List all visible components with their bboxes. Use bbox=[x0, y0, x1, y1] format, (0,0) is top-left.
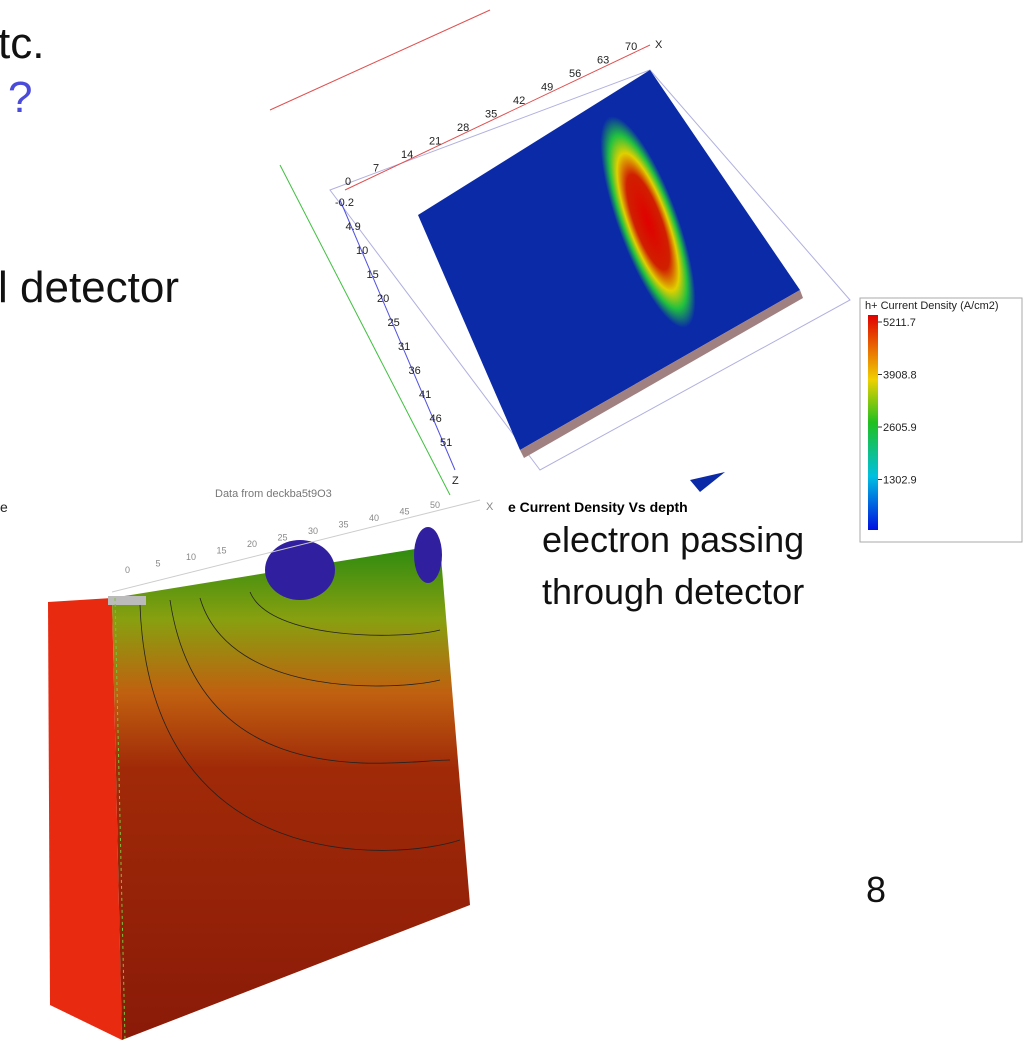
z-tick-label: -0.2 bbox=[335, 197, 354, 209]
z-tick-label: 25 bbox=[388, 317, 400, 329]
x-tick-label: 28 bbox=[457, 122, 469, 134]
z-tick-label: 41 bbox=[419, 389, 431, 401]
colorbar-title: h+ Current Density (A/cm2) bbox=[865, 300, 999, 312]
text-fragment: e bbox=[0, 499, 8, 515]
x-tick-label: 45 bbox=[400, 507, 410, 517]
slide-text: tc. bbox=[0, 19, 44, 68]
z-tick-label: 46 bbox=[430, 413, 442, 425]
x-tick-label: 14 bbox=[401, 149, 413, 161]
axis-label: X bbox=[486, 501, 494, 513]
x-tick-label: 25 bbox=[278, 533, 288, 543]
x-tick-label: 35 bbox=[485, 109, 497, 121]
z-tick-label: 15 bbox=[367, 269, 379, 281]
x-tick-label: 20 bbox=[247, 539, 257, 549]
x-tick-label: 0 bbox=[125, 565, 130, 575]
x-tick-label: 21 bbox=[429, 136, 441, 148]
z-tick-label: 20 bbox=[377, 293, 389, 305]
axis-label: X bbox=[655, 39, 663, 51]
colorbar bbox=[868, 315, 878, 530]
colorbar-box bbox=[860, 298, 1022, 542]
z-tick-label: 10 bbox=[356, 245, 368, 257]
current-spot bbox=[265, 540, 335, 600]
x-tick-label: 56 bbox=[569, 68, 581, 80]
colorbar-label: 2605.9 bbox=[883, 422, 917, 434]
z-tick-label: 51 bbox=[440, 437, 452, 449]
box-front bbox=[112, 545, 470, 1040]
z-tick-label: 36 bbox=[409, 365, 421, 377]
slide: tc. ? l detector 0 7 14 21 28 35 42 49 56 63 70 X -0… bbox=[0, 0, 1034, 1054]
figure-source: Data from deckba5t9O3 bbox=[215, 488, 332, 500]
slab-fragment bbox=[690, 472, 725, 492]
page-number: 8 bbox=[866, 869, 886, 910]
colorbar-label: 3908.8 bbox=[883, 370, 917, 382]
figure-title: e Current Density Vs depth bbox=[508, 499, 688, 515]
caption: electron passing bbox=[542, 519, 804, 560]
slide-canvas: tc. ? l detector 0 7 14 21 28 35 42 49 56 63 70 X -0… bbox=[0, 0, 1034, 1054]
x-tick-label: 70 bbox=[625, 41, 637, 53]
top-figure: 0 7 14 21 28 35 42 49 56 63 70 X -0.2 4.9 10 15 20 25 31 36… bbox=[270, 10, 1022, 542]
z-tick-label: 4.9 bbox=[346, 221, 361, 233]
z-tick-label: 31 bbox=[398, 341, 410, 353]
x-tick-label: 49 bbox=[541, 82, 553, 94]
caption: through detector bbox=[542, 571, 804, 612]
x-tick-label: 7 bbox=[373, 163, 379, 175]
colorbar-label: 5211.7 bbox=[883, 317, 916, 329]
frame-line bbox=[270, 10, 490, 110]
x-tick-label: 42 bbox=[513, 95, 525, 107]
current-spot bbox=[414, 527, 442, 583]
x-tick-label: 40 bbox=[369, 513, 379, 523]
x-tick-label: 15 bbox=[217, 546, 227, 556]
contact bbox=[108, 596, 146, 605]
x-tick-label: 35 bbox=[339, 520, 349, 530]
colorbar-label: 1302.9 bbox=[883, 475, 917, 487]
slide-text: l detector bbox=[0, 263, 179, 312]
x-tick-label: 10 bbox=[186, 552, 196, 562]
axis-label: Z bbox=[452, 475, 459, 487]
slide-text: ? bbox=[8, 73, 32, 122]
x-tick-label: 30 bbox=[308, 526, 318, 536]
x-tick-label: 50 bbox=[430, 500, 440, 510]
x-tick-label: 5 bbox=[156, 559, 161, 569]
box-side bbox=[48, 598, 122, 1040]
x-tick-label: 0 bbox=[345, 176, 351, 188]
x-tick-label: 63 bbox=[597, 55, 609, 67]
